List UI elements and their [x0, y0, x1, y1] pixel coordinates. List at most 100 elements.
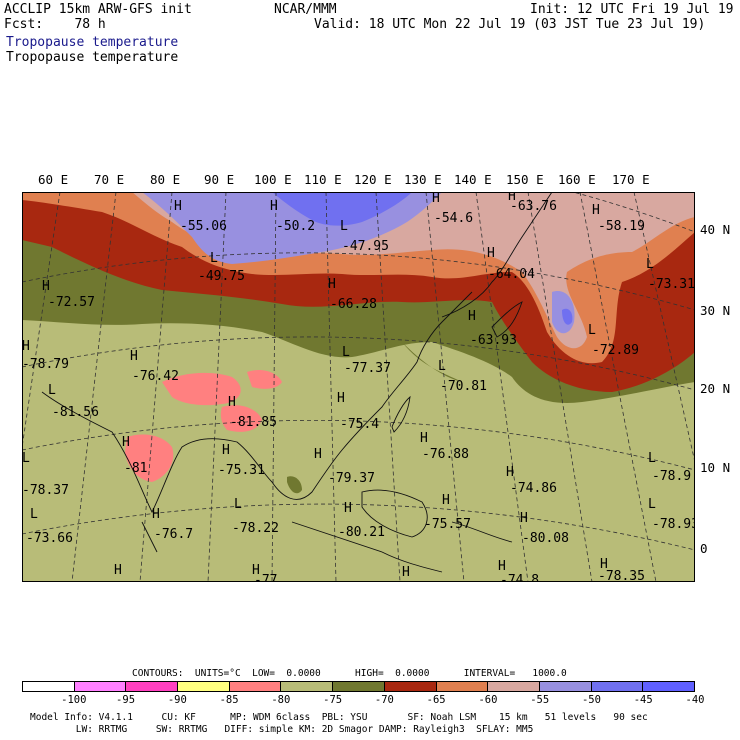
- color-swatch: [229, 682, 282, 691]
- center-value: -79.37: [328, 471, 375, 486]
- center-marker: L: [22, 451, 30, 466]
- forecast-hour: Fcst: 78 h: [4, 17, 106, 32]
- color-bar-tick: -100: [61, 694, 87, 706]
- center-marker: L: [438, 359, 446, 374]
- center-value: -78.93: [652, 517, 695, 532]
- center-value: -74.8: [500, 573, 539, 582]
- center-marker: H: [520, 511, 528, 526]
- color-swatch: [333, 682, 385, 691]
- center-value: -81.85: [230, 415, 277, 430]
- center-value: -78.22: [232, 521, 279, 536]
- center-marker: H: [506, 465, 514, 480]
- center-value: -75.4: [340, 417, 379, 432]
- center-value: -55.06: [180, 219, 227, 234]
- lat-label: 20 N: [700, 381, 731, 396]
- center-value: -80.21: [338, 525, 385, 540]
- lon-label: 160 E: [558, 172, 596, 187]
- color-bar-tick: -95: [116, 694, 136, 706]
- center-value: -77: [254, 573, 277, 582]
- center-value: -77.37: [344, 361, 391, 376]
- tropopause-temperature-map: H -55.06 H -50.2 L -47.95 L -49.75 H -54…: [22, 192, 695, 582]
- color-swatch: [643, 682, 694, 691]
- lon-label: 170 E: [612, 172, 650, 187]
- center-marker: H: [442, 493, 450, 508]
- color-bar-tick: -85: [219, 694, 239, 706]
- color-swatch: [436, 682, 489, 691]
- lon-label: 120 E: [354, 172, 392, 187]
- center-marker: H: [270, 199, 278, 214]
- color-bar-tick: -40: [685, 694, 705, 706]
- color-swatch: [23, 682, 75, 691]
- center-marker: L: [648, 497, 656, 512]
- center-value: -72.89: [592, 343, 639, 358]
- color-swatch: [488, 682, 540, 691]
- center-value: -76.42: [132, 369, 179, 384]
- color-bar-tick: -50: [581, 694, 601, 706]
- color-bar-tick: -65: [426, 694, 446, 706]
- center-value: -78.9: [652, 469, 691, 484]
- center-marker: H: [600, 557, 608, 572]
- center-value: -73.66: [26, 531, 73, 546]
- center-marker: L: [48, 383, 56, 398]
- center-marker: L: [342, 345, 350, 360]
- color-swatch: [539, 682, 592, 691]
- center-marker: H: [344, 501, 352, 516]
- lon-label: 130 E: [404, 172, 442, 187]
- color-swatch: [74, 682, 127, 691]
- center-marker: H: [222, 443, 230, 458]
- lon-label: 60 E: [38, 172, 69, 187]
- lat-label: 0: [700, 541, 708, 556]
- lon-label: 70 E: [94, 172, 125, 187]
- shade-minus-85-to-80: [162, 372, 241, 406]
- color-swatch: [126, 682, 179, 691]
- center-marker: H: [252, 563, 260, 578]
- color-swatch: [281, 682, 334, 691]
- color-bar-tick: -90: [167, 694, 187, 706]
- model-info-line-1: Model Info: V4.1.1 CU: KF MP: WDM 6class…: [30, 712, 648, 723]
- color-bar-tick: -60: [478, 694, 498, 706]
- lon-label: 90 E: [204, 172, 235, 187]
- center-value: -78.35: [598, 569, 645, 582]
- init-time: Init: 12 UTC Fri 19 Jul 19: [530, 2, 734, 17]
- center-value: -81.56: [52, 405, 99, 420]
- center-value: -63.93: [470, 333, 517, 348]
- center-marker: H: [592, 203, 600, 218]
- center-value: -80.08: [522, 531, 569, 546]
- center-marker: L: [30, 507, 38, 522]
- shade-minus-50-to-45: [272, 192, 412, 226]
- center-value: -70.81: [440, 379, 487, 394]
- organization: NCAR/MMM: [274, 2, 337, 17]
- center-value: -49.75: [198, 269, 245, 284]
- contour-info: CONTOURS: UNITS=°C LOW= 0.0000 HIGH= 0.0…: [132, 668, 567, 679]
- color-swatch: [384, 682, 437, 691]
- center-marker: H: [152, 507, 160, 522]
- field-label-2: Tropopause temperature: [6, 50, 179, 65]
- center-marker: H: [508, 192, 516, 204]
- color-swatch: [178, 682, 230, 691]
- center-marker: H: [468, 309, 476, 324]
- center-marker: H: [498, 559, 506, 574]
- color-bar: [22, 681, 695, 692]
- color-bar-tick: -55: [530, 694, 550, 706]
- center-marker: H: [420, 431, 428, 446]
- center-marker: L: [340, 219, 348, 234]
- lon-label: 140 E: [454, 172, 492, 187]
- center-value: -54.6: [434, 211, 473, 226]
- center-value: -58.19: [598, 219, 645, 234]
- center-marker: H: [487, 246, 495, 261]
- lon-label: 100 E: [254, 172, 292, 187]
- center-marker: H: [402, 565, 410, 580]
- color-bar-tick: -70: [374, 694, 394, 706]
- lat-label: 40 N: [700, 222, 731, 237]
- center-value: -64.04: [488, 267, 535, 282]
- center-marker: H: [337, 391, 345, 406]
- color-bar-tick: -80: [271, 694, 291, 706]
- model-title: ACCLIP 15km ARW-GFS init: [4, 2, 192, 17]
- center-value: -66.28: [330, 297, 377, 312]
- center-marker: H: [432, 192, 440, 206]
- center-marker: H: [22, 339, 30, 354]
- center-value: -76.88: [422, 447, 469, 462]
- center-value: -72.57: [48, 295, 95, 310]
- center-marker: L: [648, 451, 656, 466]
- center-marker: H: [314, 447, 322, 462]
